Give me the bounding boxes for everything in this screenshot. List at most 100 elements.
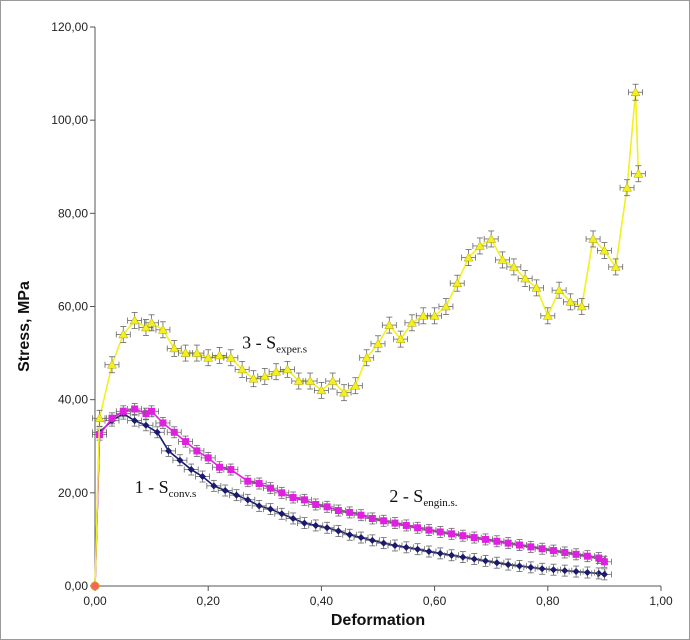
- data-point: [508, 261, 519, 271]
- curve-label-main: 2 - S: [389, 486, 423, 506]
- curve-label: 3 - Sexper.s: [242, 332, 307, 355]
- data-point: [504, 561, 512, 569]
- data-point: [142, 421, 150, 429]
- curve-label-subscript: conv.s: [169, 488, 197, 500]
- x-tick-label: 1,00: [649, 594, 673, 608]
- data-point: [463, 252, 474, 262]
- data-point: [282, 364, 293, 374]
- data-point: [610, 261, 621, 271]
- data-point: [583, 568, 591, 576]
- y-tick-label: 40,00: [58, 393, 88, 407]
- data-point: [323, 503, 331, 511]
- data-point: [180, 348, 191, 357]
- data-point: [470, 534, 478, 542]
- data-point: [146, 317, 157, 327]
- data-point: [561, 548, 569, 556]
- data-point: [118, 329, 129, 339]
- data-point: [516, 562, 523, 570]
- data-point: [203, 352, 214, 362]
- series-engin: [92, 403, 612, 587]
- data-point: [191, 348, 202, 357]
- data-point: [516, 541, 523, 549]
- data-point: [334, 507, 342, 515]
- data-point: [225, 352, 236, 362]
- curve-label: 1 - Sconv.s: [135, 477, 197, 500]
- series-layer: [90, 83, 646, 591]
- data-point: [237, 364, 248, 374]
- data-point: [248, 373, 259, 383]
- data-point: [346, 508, 354, 516]
- data-point: [293, 376, 304, 385]
- x-tick-label: 0,00: [83, 594, 107, 608]
- data-point: [391, 519, 399, 527]
- data-point: [622, 182, 632, 192]
- data-point: [214, 350, 225, 360]
- data-point: [357, 511, 365, 519]
- data-point: [425, 548, 433, 556]
- data-point: [425, 526, 433, 534]
- x-axis-title: Deformation: [331, 612, 425, 629]
- x-tick-label: 0,20: [197, 594, 221, 608]
- data-point: [339, 387, 349, 397]
- data-point: [504, 539, 512, 547]
- data-point: [157, 324, 168, 334]
- data-point: [429, 310, 440, 320]
- data-point: [482, 557, 490, 565]
- series-line-exper: [94, 92, 640, 587]
- data-point: [414, 524, 422, 532]
- curve-label-subscript: engin.s.: [423, 497, 457, 509]
- y-tick-label: 60,00: [58, 300, 88, 314]
- data-point: [470, 555, 478, 563]
- data-point: [395, 334, 406, 343]
- data-point: [334, 527, 342, 535]
- data-point: [327, 376, 338, 385]
- data-point: [216, 463, 224, 471]
- data-point: [565, 296, 576, 306]
- data-point: [572, 568, 580, 576]
- data-point: [153, 428, 161, 436]
- data-point: [414, 545, 422, 553]
- data-point: [305, 376, 316, 385]
- data-point: [204, 454, 212, 462]
- data-point: [402, 521, 410, 529]
- data-point: [600, 558, 608, 566]
- data-point: [459, 553, 467, 561]
- curve-label-subscript: exper.s: [276, 343, 307, 355]
- data-point: [599, 245, 610, 255]
- y-axis-title: Stress, MPa: [16, 281, 33, 372]
- data-point: [244, 496, 252, 504]
- data-point: [418, 310, 429, 320]
- curve-label: 2 - Sengin.s.: [389, 486, 457, 509]
- data-point: [271, 366, 282, 376]
- data-point: [107, 359, 117, 369]
- y-tick-label: 120,00: [51, 20, 88, 34]
- data-point: [368, 514, 376, 522]
- data-point: [407, 317, 417, 327]
- data-point: [391, 541, 399, 549]
- y-tick-label: 100,00: [51, 113, 88, 127]
- data-point: [350, 380, 361, 390]
- series-conv: [92, 407, 612, 587]
- x-tick-label: 0,60: [423, 594, 447, 608]
- data-point: [244, 477, 252, 485]
- data-point: [199, 473, 207, 481]
- data-point: [527, 563, 535, 571]
- data-point: [266, 484, 274, 492]
- data-point: [165, 447, 173, 455]
- data-point: [289, 514, 297, 522]
- data-point: [357, 534, 365, 542]
- data-point: [576, 301, 587, 311]
- data-point: [170, 428, 178, 436]
- data-point: [278, 489, 286, 497]
- data-point: [193, 447, 201, 455]
- data-point: [595, 554, 603, 562]
- data-point: [452, 278, 463, 287]
- data-point: [176, 456, 184, 464]
- data-point: [300, 519, 308, 527]
- data-point: [402, 543, 410, 551]
- data-point: [312, 521, 320, 529]
- data-point: [278, 510, 286, 518]
- data-point: [459, 532, 467, 540]
- data-point: [595, 569, 603, 577]
